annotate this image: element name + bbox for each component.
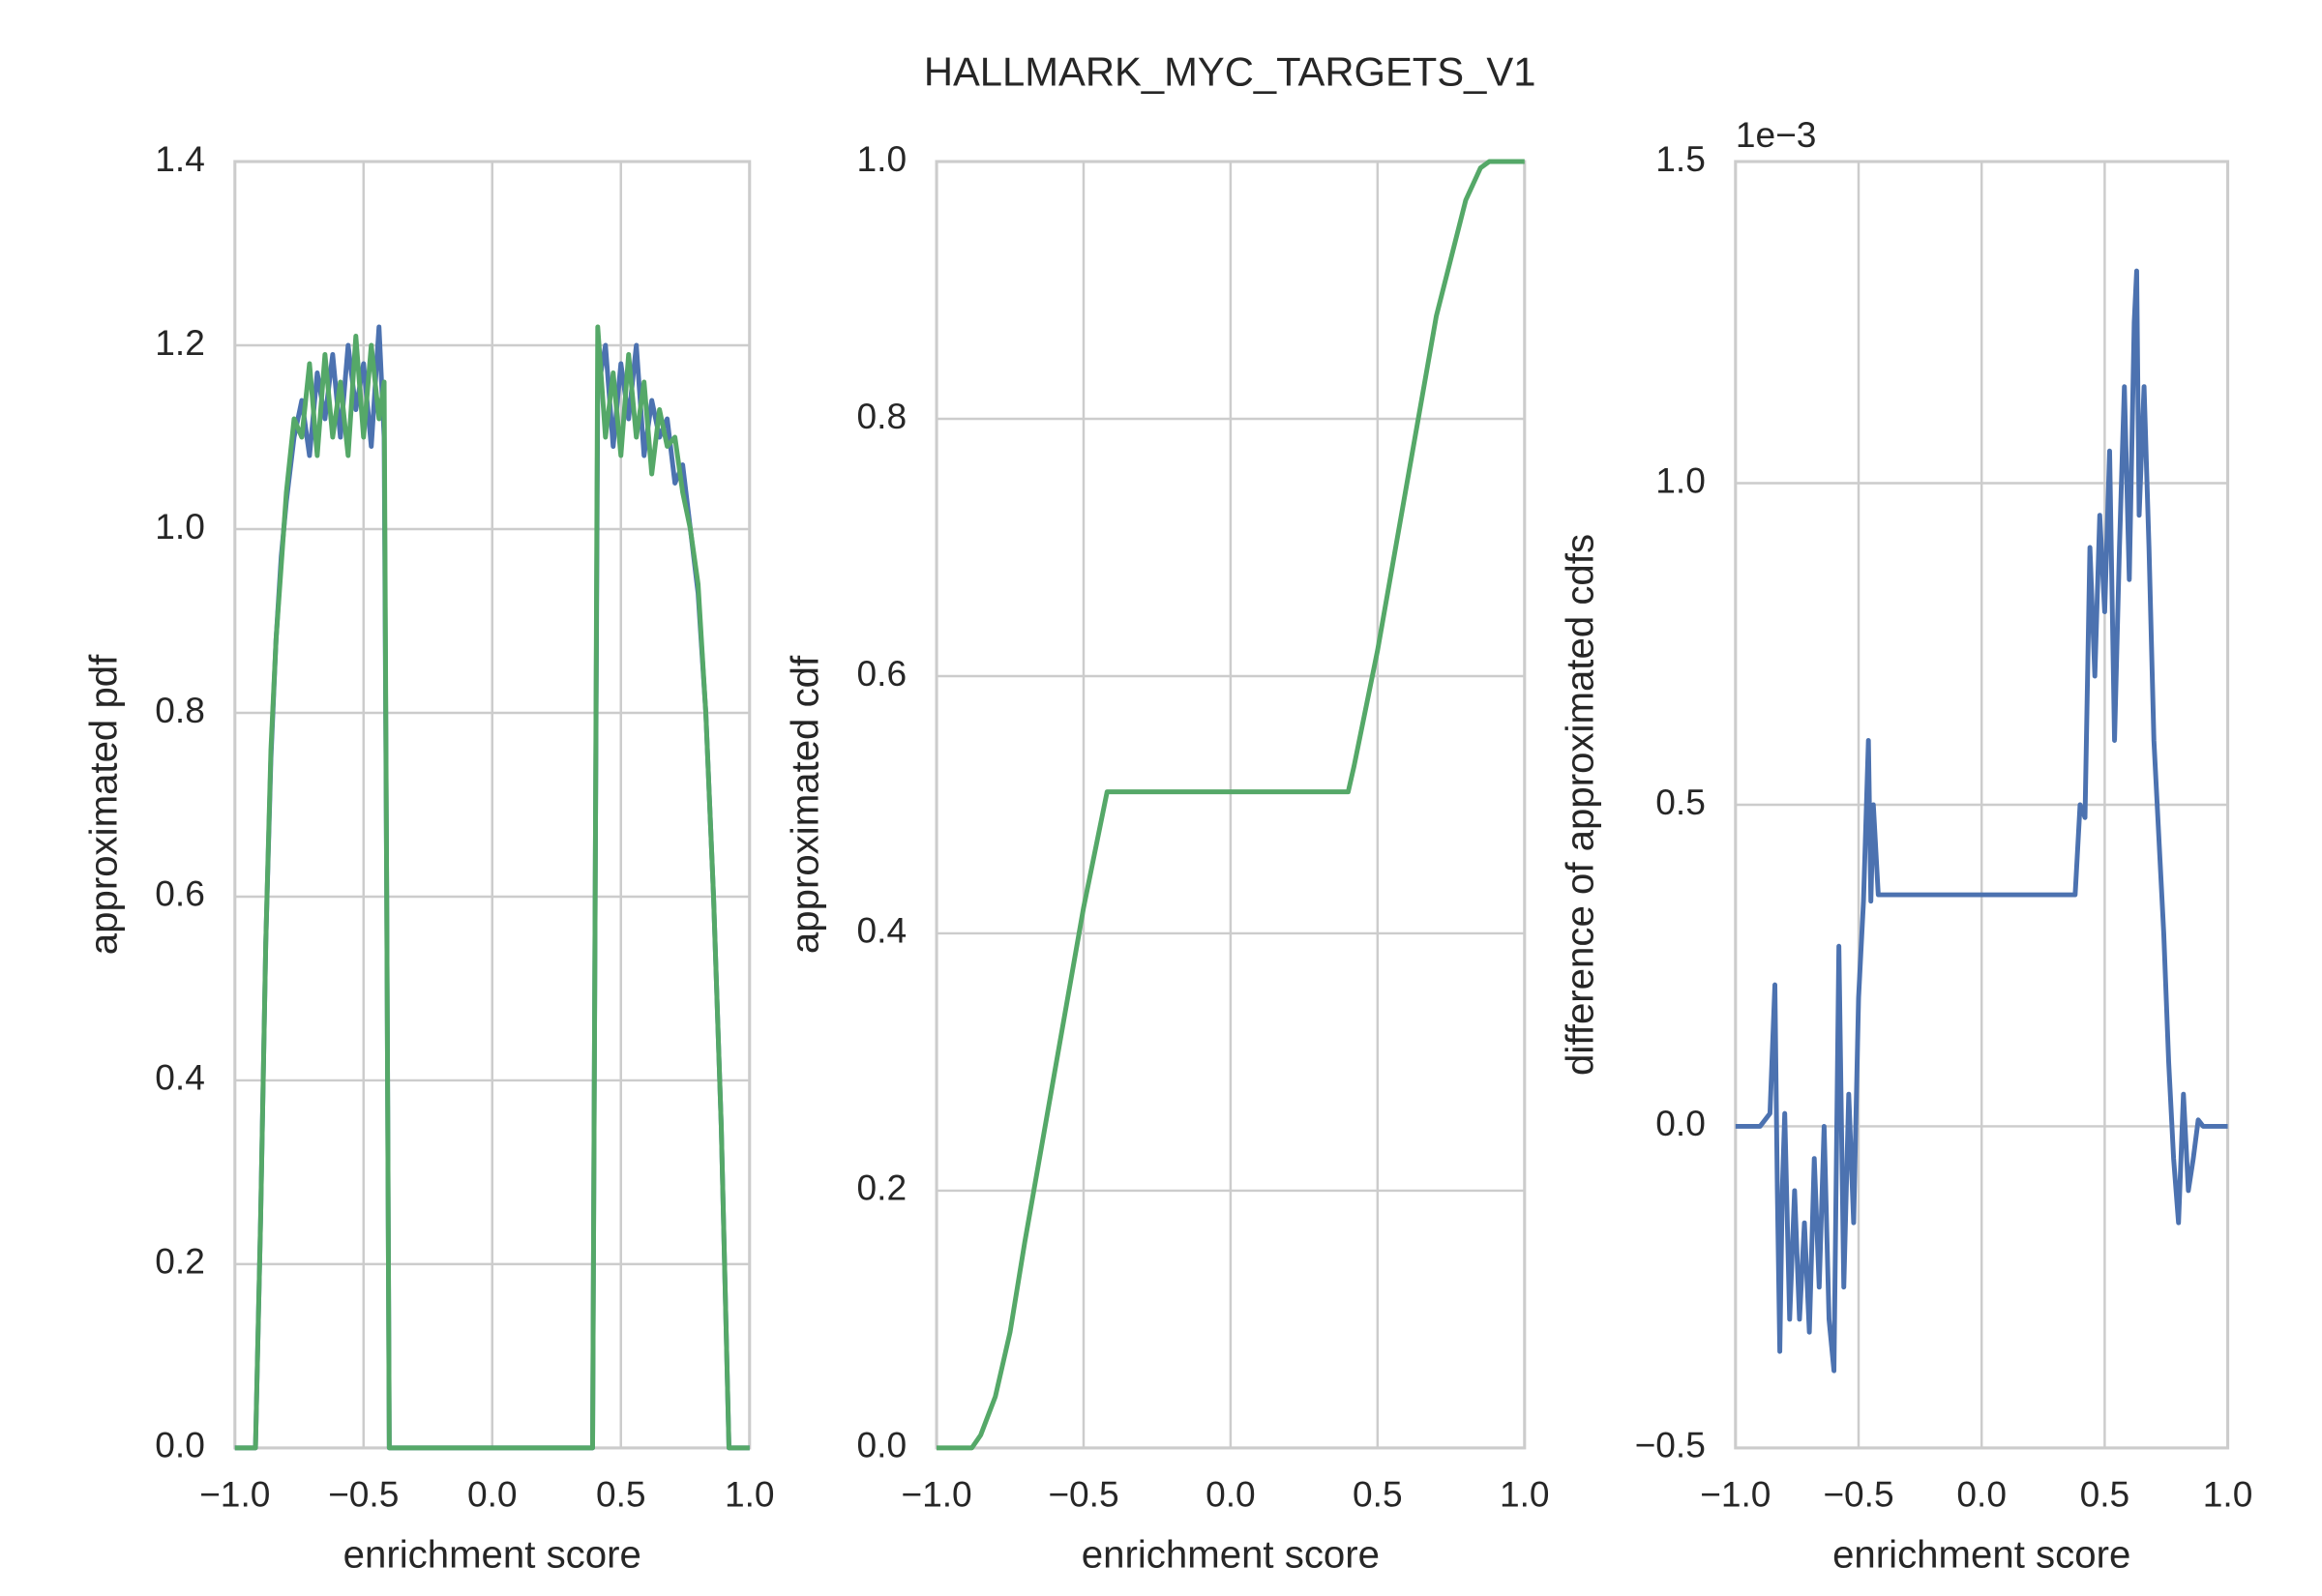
y-tick-label: 1.5 (1655, 138, 1706, 179)
y-tick-label: 0.5 (1655, 782, 1706, 822)
y-tick-label: −0.5 (1635, 1425, 1706, 1465)
x-axis-label: enrichment score (343, 1532, 641, 1576)
y-axis-label: difference of approximated cdfs (1559, 534, 1602, 1076)
data-line (1735, 268, 2228, 1374)
y-tick-label: 1.2 (155, 322, 205, 363)
subplot: −1.0 −0.5 0.0 0.5 1.0 −0.5 0.0 0.5 1.0 1.5 enrichm… (1559, 114, 2253, 1576)
x-tick-label: 0.0 (467, 1474, 518, 1515)
y-tick-label: 0.4 (155, 1057, 205, 1098)
x-tick-label: −0.5 (1823, 1474, 1893, 1515)
subplot: −1.0 −0.5 0.0 0.5 1.0 0.0 0.2 0.4 0.6 0.8 1.0 enric… (784, 138, 1550, 1577)
x-tick-label: 1.0 (725, 1474, 775, 1515)
x-tick-label: −0.5 (328, 1474, 399, 1515)
y-tick-label: 1.4 (155, 138, 205, 179)
x-tick-label: −1.0 (1700, 1474, 1771, 1515)
y-axis-label: approximated cdf (784, 655, 827, 954)
y-tick-label: 1.0 (857, 138, 908, 179)
y-tick-label: 1.0 (1655, 459, 1706, 500)
y-tick-label: 1.0 (155, 506, 205, 547)
y-axis-label: approximated pdf (81, 654, 125, 955)
x-tick-label: 0.0 (1956, 1474, 2007, 1515)
y-tick-label: 0.0 (857, 1425, 908, 1465)
y-tick-label: 0.2 (155, 1241, 205, 1282)
x-axis-label: enrichment score (1082, 1532, 1380, 1576)
x-tick-label: −1.0 (901, 1474, 971, 1515)
y-tick-label: 0.0 (1655, 1103, 1706, 1143)
x-tick-label: −0.5 (1048, 1474, 1118, 1515)
x-tick-label: 1.0 (1500, 1474, 1550, 1515)
x-tick-label: 0.5 (1353, 1474, 1403, 1515)
figure-title: HALLMARK_MYC_TARGETS_V1 (924, 48, 1536, 94)
x-axis-label: enrichment score (1832, 1532, 2130, 1576)
y-tick-label: 0.6 (155, 873, 205, 914)
plot-frame (935, 160, 1527, 1450)
y-tick-label: 0.2 (857, 1167, 908, 1208)
x-tick-label: 1.0 (2203, 1474, 2253, 1515)
subplot: −1.0 −0.5 0.0 0.5 1.0 0.0 0.2 0.4 0.6 0.8 1.0 1.2 1.… (81, 138, 774, 1577)
data-line (937, 159, 1525, 1451)
y-tick-label: 0.8 (857, 396, 908, 436)
y-tick-label: 0.0 (155, 1425, 205, 1465)
x-tick-label: 0.0 (1206, 1474, 1256, 1515)
data-line (234, 324, 750, 1451)
y-tick-label: 0.4 (857, 910, 908, 951)
x-tick-label: 0.5 (596, 1474, 646, 1515)
x-tick-label: −1.0 (199, 1474, 270, 1515)
y-tick-label: 0.8 (155, 690, 205, 730)
axis-offset-text: 1e−3 (1736, 114, 1817, 155)
x-tick-label: 0.5 (2080, 1474, 2130, 1515)
y-tick-label: 0.6 (857, 653, 908, 694)
plot-frame (1734, 160, 2230, 1450)
